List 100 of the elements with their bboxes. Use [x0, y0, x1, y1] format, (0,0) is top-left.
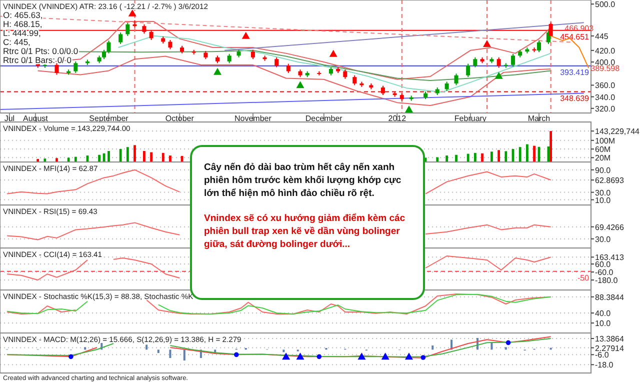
bar: [474, 152, 476, 162]
y-tick-label: 360.0: [595, 81, 616, 90]
y-tick-label: 340.0: [595, 92, 616, 102]
y-tick-label: 60M: [595, 145, 611, 154]
y-tick-label: -180.0: [595, 276, 618, 285]
point: [213, 68, 222, 75]
annotation: O: 465.63,: [3, 10, 43, 20]
y-tick-label: 320.0: [595, 104, 616, 114]
candlestick: [274, 56, 279, 68]
bar: [56, 158, 58, 162]
y-tick-label: -6.0: [595, 350, 610, 360]
bar: [84, 347, 86, 350]
annotation: C: 445,: [3, 37, 30, 47]
y-tick-label: 420.0: [595, 46, 616, 56]
y-tick-label: 143,229,744: [595, 127, 640, 136]
bar: [282, 350, 285, 352]
bar: [455, 154, 458, 162]
candlestick: [444, 81, 449, 92]
bar: [550, 131, 552, 162]
candlestick: [118, 32, 123, 45]
x-tick-label: Jul: [4, 114, 15, 123]
bar: [143, 150, 146, 162]
bar: [74, 156, 77, 162]
bar: [436, 157, 439, 162]
bar: [134, 145, 136, 162]
point: [68, 354, 74, 360]
bar: [432, 346, 434, 350]
x-tick-label: March: [528, 114, 550, 123]
candlestick: [343, 69, 348, 80]
candlestick: [286, 63, 290, 74]
bar: [446, 156, 448, 162]
candlestick: [454, 73, 458, 86]
bar: [67, 158, 70, 162]
y-tick-label: 445: [595, 32, 609, 41]
bar: [518, 147, 522, 162]
y-tick-label: 500.0: [595, 0, 616, 10]
x-tick-label: December: [305, 114, 343, 123]
candlestick: [168, 39, 172, 50]
bar: [126, 147, 129, 162]
y-tick-label: 90.0: [595, 166, 612, 175]
candlestick: [106, 40, 111, 54]
ref-line-label: 454.651: [560, 32, 590, 42]
bar: [183, 350, 186, 360]
bar: [146, 344, 148, 350]
x-tick-label: 2012: [388, 114, 407, 123]
y-tick-label: 30.0: [595, 234, 612, 244]
y-tick-label: 10.0: [595, 319, 612, 328]
candlestick: [74, 60, 78, 74]
y-tick-label: 88.3844: [595, 292, 624, 302]
annotation: Cây nến đỏ dài bao trùm hết cây nến xanh phiên hôm trước kèm khối lượng khớp cực lớn thể hiện mô hình đảo chiều rõ rệt.: [204, 161, 402, 200]
bar: [169, 350, 172, 358]
bar: [157, 350, 160, 353]
candlestick: [496, 56, 501, 68]
bar: [533, 146, 536, 162]
point: [329, 50, 338, 57]
point: [482, 40, 491, 48]
ref-line-label: 393.419: [560, 68, 590, 77]
bar: [466, 154, 470, 162]
candlestick: [536, 40, 541, 53]
candlestick: [227, 53, 232, 64]
point: [296, 81, 304, 88]
x-tick-label: August: [23, 114, 49, 123]
line-series: [37, 56, 552, 106]
y-tick-label: 40.0: [595, 309, 612, 318]
y-tick-label: 20M: [595, 154, 611, 163]
annotation: Vnindex sẽ có xu hướng giảm điểm kèm các phiên bull trap xen kẽ về dần vùng bolinger giữa, sát đường bolinger dưới...: [204, 212, 406, 251]
y-tick-label: 2.27914: [595, 344, 624, 353]
point: [506, 340, 511, 346]
x-tick-label: November: [234, 114, 272, 123]
bar: [450, 340, 453, 350]
y-tick-label: 10.0: [595, 196, 612, 205]
point: [404, 352, 413, 360]
bar: [504, 347, 507, 350]
candlestick: [54, 62, 59, 76]
bar: [98, 154, 100, 162]
y-tick-label: -18.0: [595, 360, 614, 370]
point: [358, 352, 366, 360]
y-tick-label: 62.8693: [595, 176, 624, 185]
point: [242, 32, 250, 39]
candlestick: [473, 56, 478, 68]
y-tick-label: 69.4266: [595, 222, 624, 232]
bar: [108, 150, 110, 162]
point: [404, 106, 413, 113]
candlestick: [352, 74, 357, 86]
x-tick-label: October: [165, 114, 194, 123]
bar: [481, 153, 484, 162]
y-tick-label: -60.0: [595, 268, 614, 277]
bar: [504, 151, 508, 162]
bar: [119, 149, 122, 162]
bar: [498, 150, 500, 162]
candlestick: [126, 22, 130, 36]
point: [296, 352, 304, 360]
candlestick: [102, 49, 106, 60]
bar: [490, 152, 493, 162]
annotation: H: 468.15,: [3, 19, 42, 29]
y-tick-label: 163.413: [595, 253, 624, 262]
y-tick-label: 60.0: [595, 260, 612, 269]
candlestick: [466, 63, 470, 78]
bar: [150, 152, 152, 162]
annotation: L: 444.99,: [3, 28, 41, 38]
